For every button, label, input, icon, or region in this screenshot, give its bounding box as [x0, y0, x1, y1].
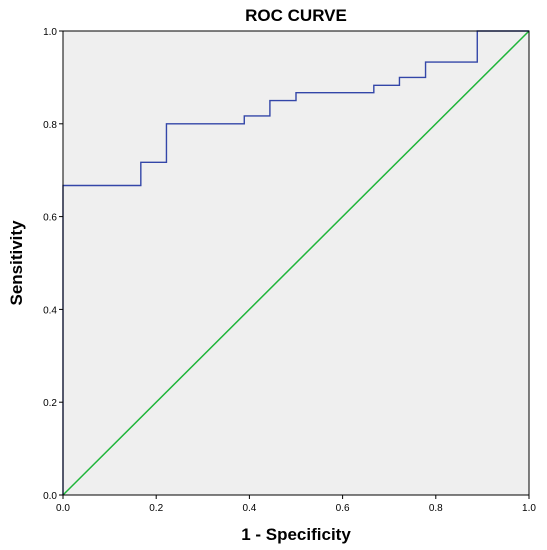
x-tick-label: 0.0	[56, 503, 70, 514]
x-axis-title: 1 - Specificity	[241, 525, 351, 544]
y-axis-title: Sensitivity	[7, 220, 26, 306]
reference-diagonal-line	[62, 30, 530, 496]
y-tick-label: 0.8	[43, 120, 57, 131]
plot-frame	[62, 30, 530, 496]
x-tick-label: 0.8	[429, 503, 443, 514]
x-tick-label: 0.2	[149, 503, 163, 514]
y-tick-label: 0.6	[43, 213, 57, 224]
x-tick-label: 1.0	[522, 503, 536, 514]
y-tick-label: 1.0	[43, 27, 57, 38]
chart-title: ROC CURVE	[245, 6, 347, 25]
y-tick-label: 0.4	[43, 305, 57, 316]
y-tick-label: 0.2	[43, 398, 57, 409]
x-tick-label: 0.4	[242, 503, 256, 514]
roc-curve-line	[62, 30, 529, 495]
y-tick-label: 0.0	[43, 491, 57, 502]
x-tick-label: 0.6	[336, 503, 350, 514]
